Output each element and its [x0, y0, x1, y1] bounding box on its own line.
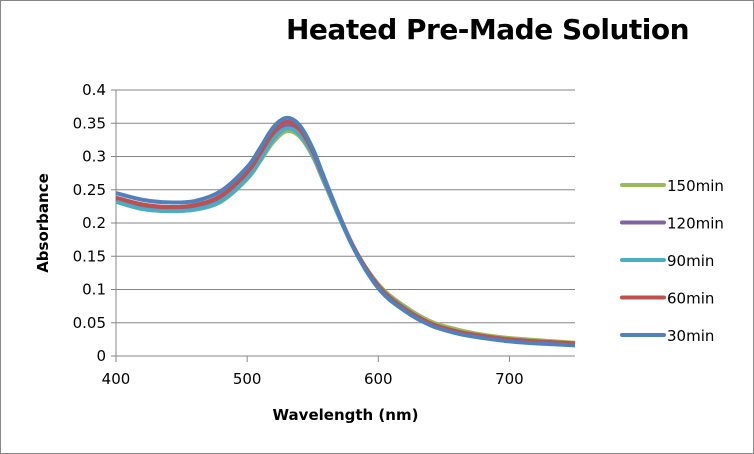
legend-label-150min: 150min: [667, 177, 724, 195]
y-tick-label: 0: [96, 347, 106, 365]
legend-label-30min: 30min: [667, 327, 714, 345]
y-tick-label: 0.4: [82, 81, 106, 99]
x-tick-label: 500: [233, 370, 262, 388]
series-line-30min: [115, 115, 576, 348]
y-tick-label: 0.05: [73, 314, 106, 332]
x-tick-label: 700: [495, 370, 524, 388]
x-tick-label: 600: [364, 370, 393, 388]
series-line-90min: [115, 126, 576, 347]
legend-label-120min: 120min: [667, 215, 724, 233]
y-tick-label: 0.3: [82, 148, 106, 166]
y-tick-label: 0.2: [82, 214, 106, 232]
y-axis-label: Absorbance: [34, 173, 52, 273]
y-tick-label: 0.35: [73, 114, 106, 132]
x-tick-label: 400: [102, 370, 131, 388]
y-tick-label: 0.15: [73, 247, 106, 265]
chart-title: Heated Pre-Made Solution: [286, 13, 690, 46]
legend-label-90min: 90min: [667, 252, 714, 270]
series-line-150min: [115, 129, 576, 345]
y-tick-label: 0.1: [82, 281, 106, 299]
legend-label-60min: 60min: [667, 290, 714, 308]
x-axis-label: Wavelength (nm): [273, 406, 419, 424]
y-tick-label: 0.25: [73, 181, 106, 199]
